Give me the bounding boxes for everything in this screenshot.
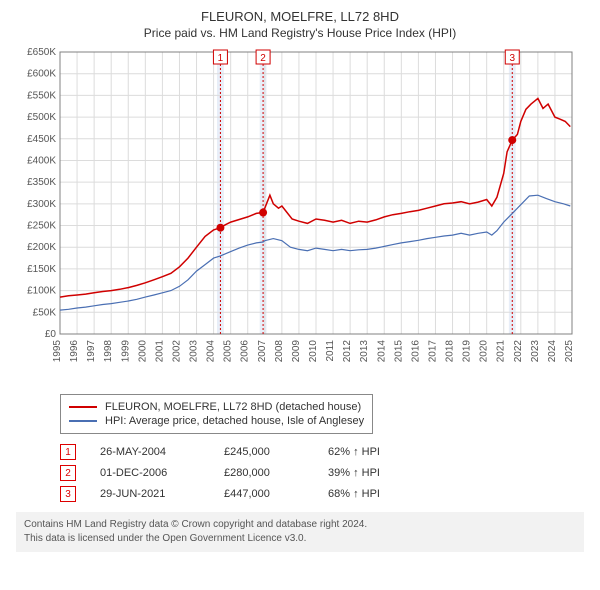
svg-text:2003: 2003: [189, 340, 200, 363]
legend-swatch-hpi: [69, 420, 97, 422]
svg-text:2006: 2006: [240, 340, 251, 363]
svg-text:£150K: £150K: [27, 264, 56, 275]
callout-date: 01-DEC-2006: [100, 467, 200, 479]
callout-row: 2 01-DEC-2006 £280,000 39% ↑ HPI: [60, 465, 584, 481]
chart-subtitle: Price paid vs. HM Land Registry's House …: [16, 26, 584, 40]
svg-text:2021: 2021: [496, 340, 507, 363]
svg-text:2024: 2024: [547, 340, 558, 363]
svg-text:1: 1: [218, 53, 224, 64]
svg-text:1996: 1996: [69, 340, 80, 363]
svg-text:2018: 2018: [445, 340, 456, 363]
svg-text:2005: 2005: [223, 340, 234, 363]
callout-date: 26-MAY-2004: [100, 446, 200, 458]
svg-text:2011: 2011: [325, 340, 336, 362]
svg-text:£0: £0: [45, 329, 57, 340]
svg-text:£300K: £300K: [27, 199, 56, 210]
callout-list: 1 26-MAY-2004 £245,000 62% ↑ HPI 2 01-DE…: [60, 444, 584, 502]
callout-price: £447,000: [224, 488, 304, 500]
svg-text:2016: 2016: [410, 340, 421, 363]
svg-text:£200K: £200K: [27, 242, 56, 253]
svg-text:£350K: £350K: [27, 177, 56, 188]
svg-text:2000: 2000: [137, 340, 148, 363]
svg-text:2: 2: [260, 53, 266, 64]
callout-price: £245,000: [224, 446, 304, 458]
svg-text:2012: 2012: [342, 340, 353, 363]
callout-delta: 62% ↑ HPI: [328, 446, 428, 458]
legend-label: FLEURON, MOELFRE, LL72 8HD (detached hou…: [105, 401, 361, 413]
svg-text:3: 3: [509, 53, 515, 64]
svg-text:£500K: £500K: [27, 112, 56, 123]
svg-text:2022: 2022: [513, 340, 524, 363]
line-chart-svg: £0 £50K £100K £150K £200K £250K £300K £350K £400…: [16, 46, 576, 386]
callout-badge-1: 1: [60, 444, 76, 460]
footnote-line: Contains HM Land Registry data © Crown c…: [24, 518, 576, 532]
svg-text:2007: 2007: [257, 340, 268, 363]
svg-text:1995: 1995: [52, 340, 63, 363]
svg-text:2004: 2004: [206, 340, 217, 363]
callout-delta: 68% ↑ HPI: [328, 488, 428, 500]
svg-text:£450K: £450K: [27, 134, 56, 145]
callout-row: 3 29-JUN-2021 £447,000 68% ↑ HPI: [60, 486, 584, 502]
svg-text:£600K: £600K: [27, 69, 56, 80]
svg-text:2025: 2025: [564, 340, 575, 363]
callout-delta: 39% ↑ HPI: [328, 467, 428, 479]
callout-date: 29-JUN-2021: [100, 488, 200, 500]
svg-text:£650K: £650K: [27, 47, 56, 58]
svg-text:1997: 1997: [86, 340, 97, 363]
legend-item: FLEURON, MOELFRE, LL72 8HD (detached hou…: [69, 401, 364, 413]
svg-text:£400K: £400K: [27, 156, 56, 167]
svg-text:£550K: £550K: [27, 91, 56, 102]
svg-text:1998: 1998: [103, 340, 114, 363]
chart-title: FLEURON, MOELFRE, LL72 8HD: [16, 8, 584, 26]
callout-badge-3: 3: [60, 486, 76, 502]
footnote-line: This data is licensed under the Open Gov…: [24, 532, 576, 546]
svg-text:2020: 2020: [479, 340, 490, 363]
chart-area: £0 £50K £100K £150K £200K £250K £300K £350K £400…: [16, 46, 576, 386]
legend: FLEURON, MOELFRE, LL72 8HD (detached hou…: [60, 394, 373, 434]
svg-text:2015: 2015: [393, 340, 404, 363]
callout-badge-2: 2: [60, 465, 76, 481]
legend-label: HPI: Average price, detached house, Isle…: [105, 415, 364, 427]
svg-text:2014: 2014: [376, 340, 387, 363]
svg-text:2017: 2017: [427, 340, 438, 363]
svg-text:2010: 2010: [308, 340, 319, 363]
svg-text:2002: 2002: [171, 340, 182, 363]
callout-row: 1 26-MAY-2004 £245,000 62% ↑ HPI: [60, 444, 584, 460]
svg-text:1999: 1999: [120, 340, 131, 363]
footnote: Contains HM Land Registry data © Crown c…: [16, 512, 584, 552]
svg-text:2023: 2023: [530, 340, 541, 363]
svg-text:2009: 2009: [291, 340, 302, 363]
svg-text:2008: 2008: [274, 340, 285, 363]
svg-text:2013: 2013: [359, 340, 370, 363]
svg-text:2019: 2019: [462, 340, 473, 363]
legend-item: HPI: Average price, detached house, Isle…: [69, 415, 364, 427]
legend-swatch-property: [69, 406, 97, 408]
svg-text:£50K: £50K: [33, 307, 57, 318]
callout-price: £280,000: [224, 467, 304, 479]
svg-text:£250K: £250K: [27, 221, 56, 232]
svg-text:2001: 2001: [154, 340, 165, 363]
svg-text:£100K: £100K: [27, 286, 56, 297]
